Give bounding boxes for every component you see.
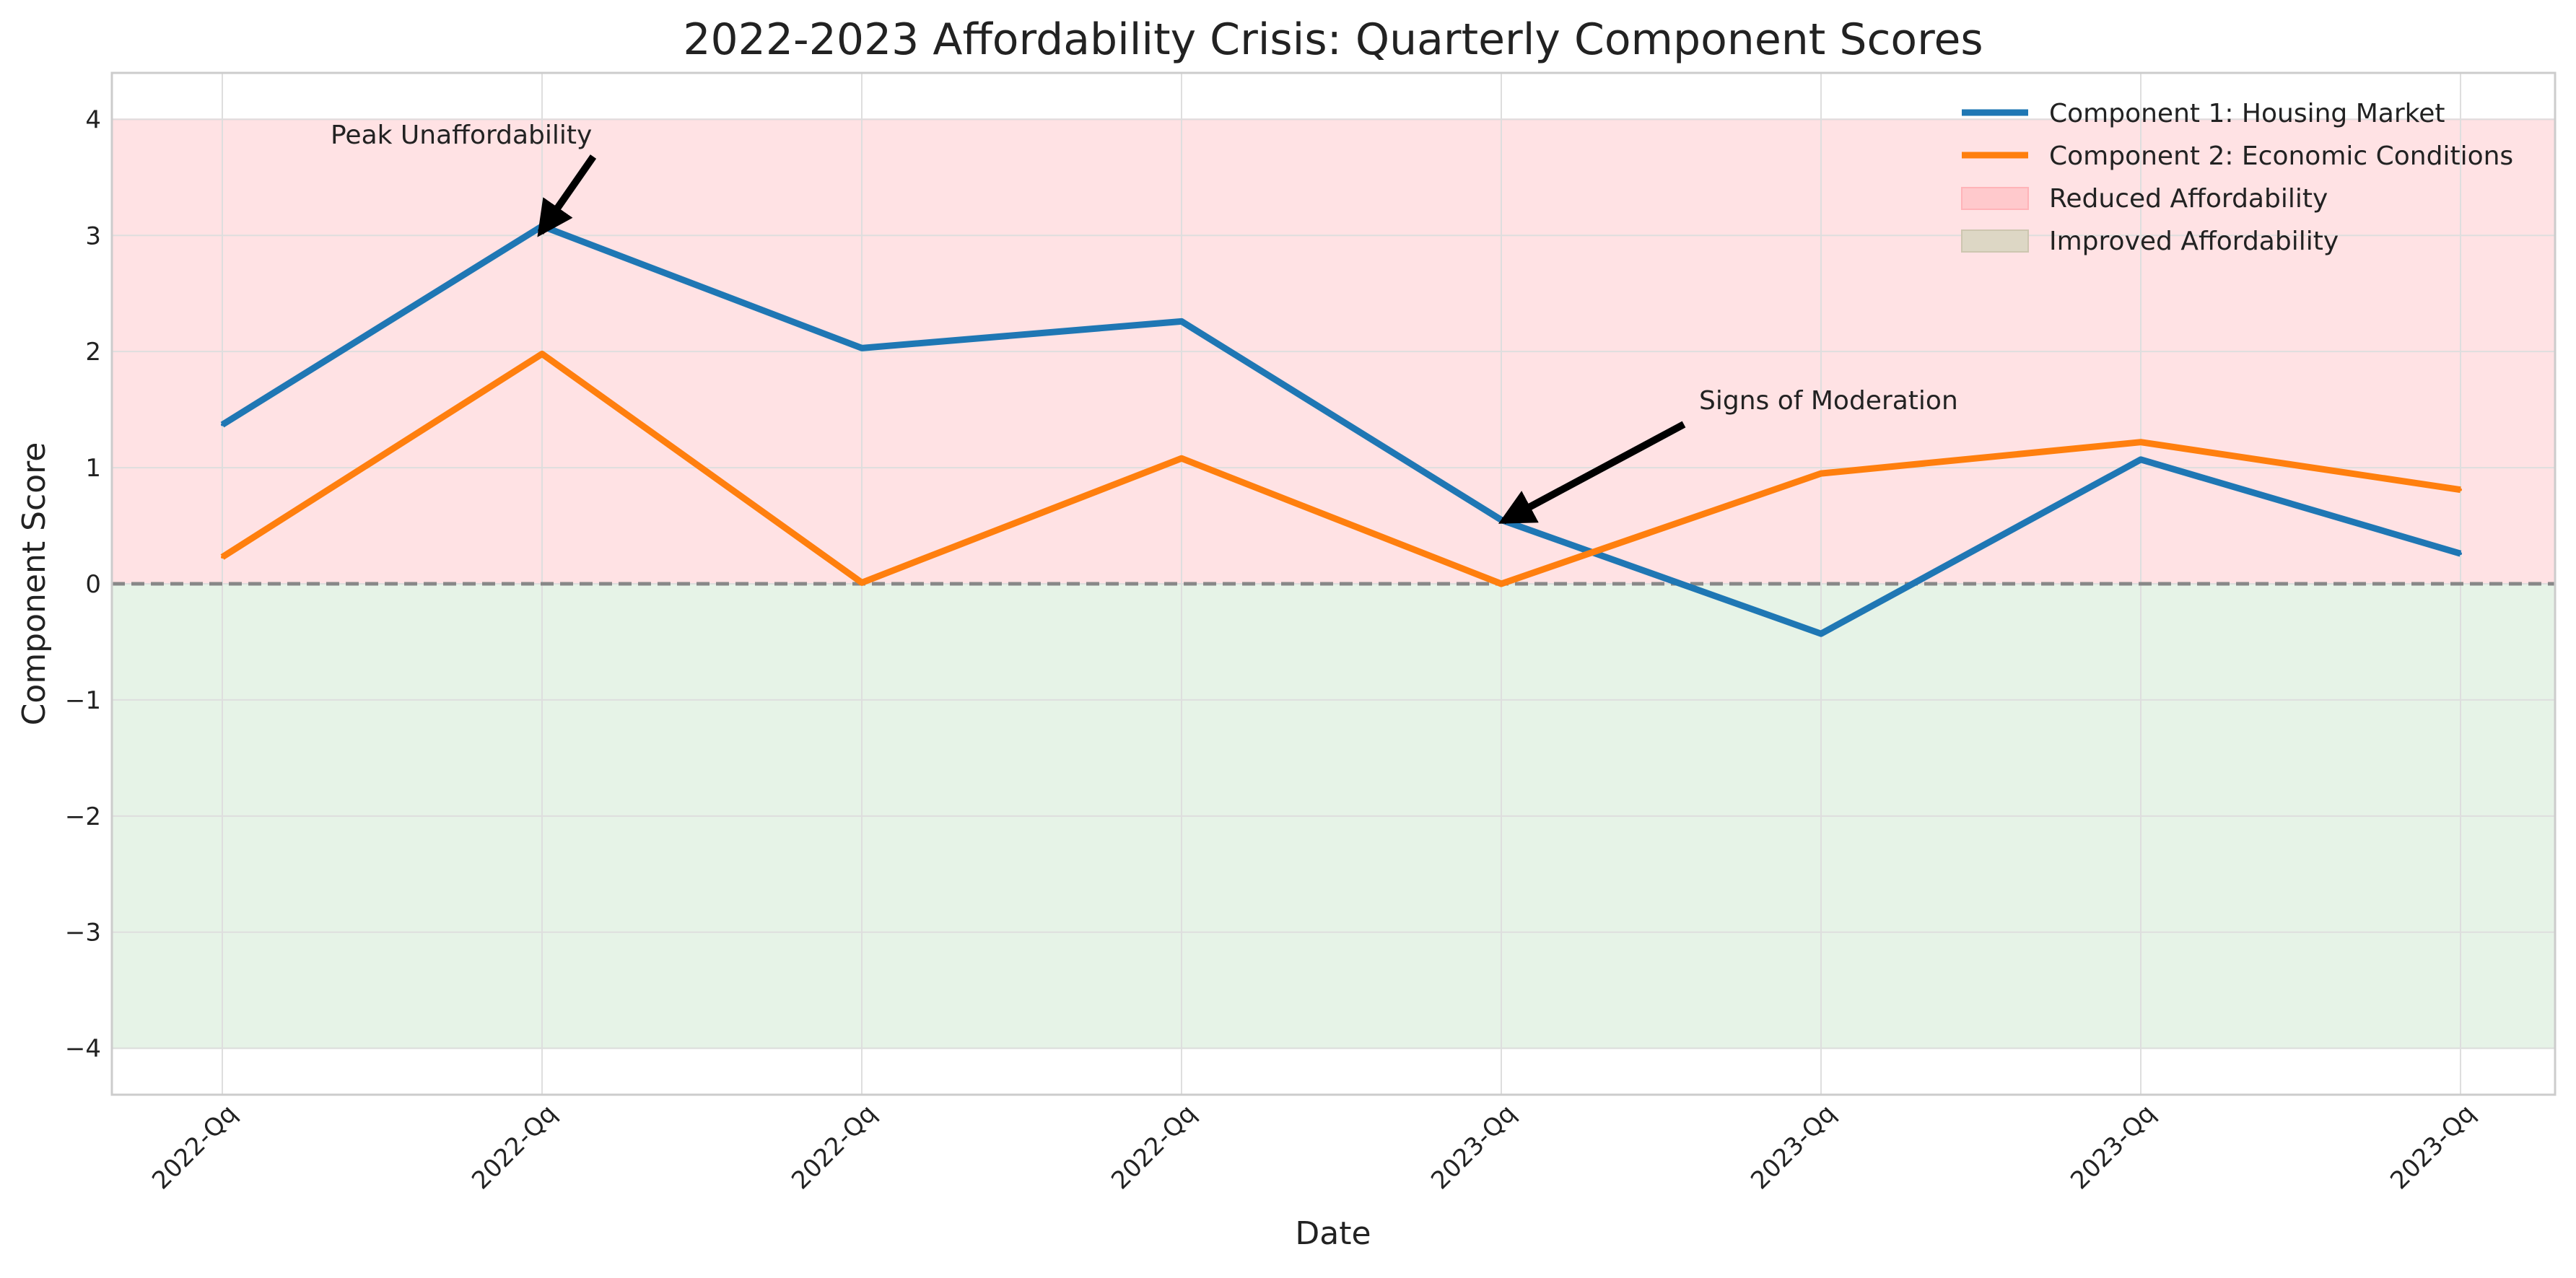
y-tick-label: 0 [85, 570, 101, 599]
x-axis-label: Date [1295, 1215, 1371, 1252]
series-1-point [221, 423, 224, 426]
x-tick-label: 2022-Qq [1106, 1099, 1202, 1195]
y-tick-label: 4 [85, 105, 101, 134]
x-tick-label: 2023-Qq [2065, 1099, 2161, 1195]
series-2-point [860, 581, 863, 585]
chart-title: 2022-2023 Affordability Crisis: Quarterl… [683, 14, 1983, 65]
series-line-1 [220, 222, 2462, 637]
legend-label: Reduced Affordability [2049, 184, 2328, 214]
x-tick-label: 2022-Qq [466, 1099, 562, 1195]
legend-label: Component 1: Housing Market [2049, 99, 2445, 128]
y-tick-label: −1 [65, 686, 101, 715]
x-tick-label: 2023-Qq [1425, 1099, 1521, 1195]
x-tick-label: 2022-Qq [786, 1099, 882, 1195]
annotation-text: Signs of Moderation [1699, 386, 1958, 416]
series-2-point [2459, 488, 2462, 491]
series-2-point [2139, 440, 2142, 444]
y-tick-label: 2 [85, 338, 101, 367]
y-tick-label: 1 [85, 454, 101, 483]
legend-swatch-region-2 [1961, 229, 2029, 253]
x-tick-label: 2022-Qq [147, 1099, 243, 1195]
series-1-point [2139, 458, 2142, 461]
y-tick-label: −4 [65, 1035, 101, 1064]
series-1-point [1820, 632, 1822, 636]
annotation-arrow [537, 154, 597, 237]
series-2-point [1500, 582, 1503, 585]
y-axis-label: Component Score [16, 442, 53, 726]
legend-label: Improved Affordability [2049, 227, 2339, 256]
series-2-point [1180, 457, 1183, 460]
series-line-2 [220, 350, 2461, 587]
legend-swatch-region-1 [1961, 187, 2029, 210]
annotation-arrow [1498, 421, 1686, 525]
y-tick-label: −3 [65, 919, 101, 947]
series-2-point [1820, 472, 1822, 476]
legend-label: Component 2: Economic Conditions [2049, 141, 2513, 171]
series-1-point [2459, 552, 2462, 556]
annotation-text: Peak Unaffordability [331, 121, 592, 150]
y-tick-label: 3 [85, 222, 101, 250]
x-tick-label: 2023-Qq [1745, 1099, 1841, 1195]
series-1-point [1500, 518, 1503, 522]
series-2-point [541, 352, 543, 356]
y-tick-label: −2 [65, 802, 101, 831]
plot-frame [110, 71, 2557, 1096]
x-tick-label: 2023-Qq [2385, 1099, 2481, 1195]
series-2-point [221, 555, 224, 559]
series-1-point [860, 346, 863, 350]
series-1-point [1180, 320, 1183, 323]
